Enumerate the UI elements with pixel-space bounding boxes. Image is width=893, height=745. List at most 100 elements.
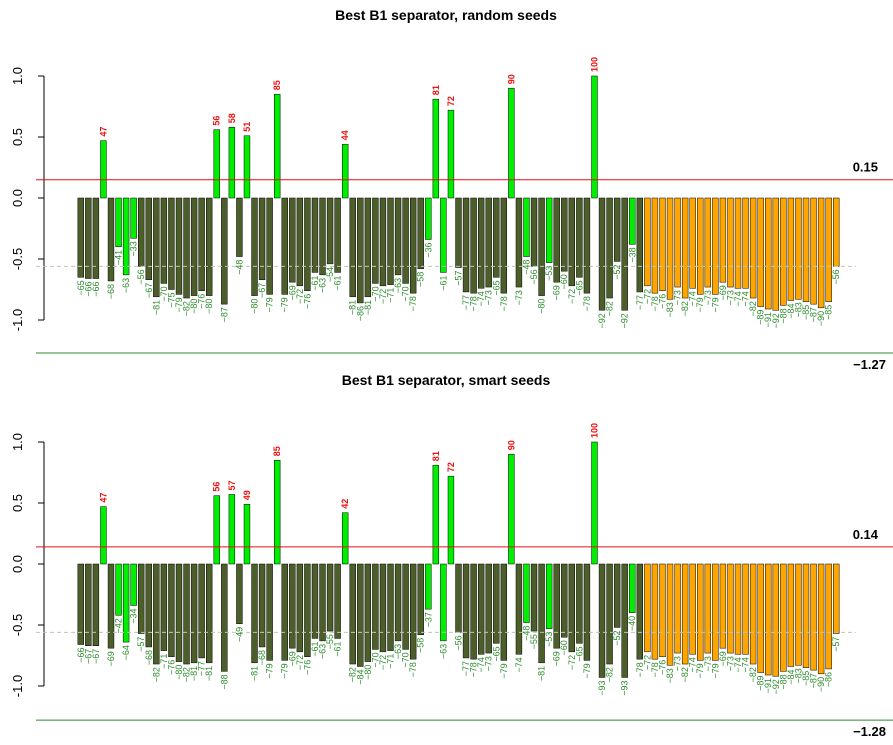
panel-1-bar xyxy=(697,197,704,295)
panel-1-bar xyxy=(115,197,122,248)
panel-1-bar xyxy=(704,197,711,288)
panel-1-bar xyxy=(515,197,523,288)
panel-1-bar-label: −53 xyxy=(544,266,554,281)
panel-2-bar-label: −85 xyxy=(801,671,811,686)
panel-1-bar xyxy=(206,197,213,296)
panel-2-bar xyxy=(523,563,530,623)
panel-1-bar xyxy=(447,109,455,199)
panel-1-bar xyxy=(228,126,236,199)
panel-2-bar xyxy=(417,563,424,636)
panel-1-bar-label: −78 xyxy=(469,296,479,311)
panel-2-bar-label: −74 xyxy=(741,657,751,672)
panel-2-bar xyxy=(470,563,477,660)
panel-1-bar xyxy=(749,197,757,299)
panel-2-bar-label: −61 xyxy=(333,641,343,656)
panel-1-bar xyxy=(138,197,145,267)
panel-1-bar xyxy=(153,197,160,298)
panel-2-bar-label: −82 xyxy=(348,667,358,682)
panel-2-bar xyxy=(833,563,840,634)
panel-2-bar-label: −64 xyxy=(121,645,131,660)
panel-1-bar-label: 58 xyxy=(227,113,237,123)
panel-2-bar xyxy=(296,563,304,653)
panel-2-bar-label: −92 xyxy=(771,679,781,694)
panel-1-bar-label: 90 xyxy=(506,74,516,84)
panel-1-bar xyxy=(402,197,409,284)
panel-2-separator-label: 0.14 xyxy=(853,527,879,542)
panel-1-bar-label: −72 xyxy=(378,289,388,304)
panel-2-bar-label: −82 xyxy=(748,667,758,682)
panel-1-bar-label: −70 xyxy=(370,286,380,301)
panel-2-bar xyxy=(787,563,795,667)
panel-2-bar-label: −42 xyxy=(114,618,124,633)
panel-1-bar xyxy=(190,197,198,296)
panel-1-bar xyxy=(674,197,681,288)
panel-2-bar-label: −93 xyxy=(597,680,607,695)
panel-1-bar-label: −68 xyxy=(106,284,116,299)
panel-1-bar xyxy=(825,197,832,302)
panel-2-bar xyxy=(402,563,409,650)
panel-2-bar-label: −55 xyxy=(325,634,335,649)
panel-2-bar-label: −40 xyxy=(627,616,637,631)
panel-2-bar-label: −79 xyxy=(710,663,720,678)
panel-1-bar-label: −65 xyxy=(574,280,584,295)
panel-2-bar xyxy=(326,563,334,632)
panel-2-bar-label: −74 xyxy=(476,657,486,672)
panel-1-bar-label: 44 xyxy=(340,130,350,140)
panel-1-bar xyxy=(92,197,100,279)
panel-2-bar xyxy=(704,563,711,654)
panel-2-bar-label: −57 xyxy=(831,637,841,652)
panel-2-bar xyxy=(749,563,757,665)
panel-2-bar-label: −72 xyxy=(295,655,305,670)
panel-1-bar-label: −85 xyxy=(801,305,811,320)
panel-1-bar xyxy=(462,197,470,293)
panel-1-bar-label: −76 xyxy=(197,294,207,309)
panel-2-bar-label: 56 xyxy=(212,482,222,492)
panel-2-bar-label: −88 xyxy=(778,674,788,689)
panel-2-bar-label: −63 xyxy=(438,644,448,659)
panel-2-bar xyxy=(236,563,243,625)
panel-1-bar-label: −73 xyxy=(514,290,524,305)
panel-2-bar-label: −37 xyxy=(423,612,433,627)
panel-1-bar-label: −78 xyxy=(582,296,592,311)
panel-2-bar xyxy=(379,563,387,653)
panel-1-bar-label: −57 xyxy=(454,271,464,286)
panel-2-bar xyxy=(598,563,606,678)
panel-1-bar-label: −71 xyxy=(386,288,396,303)
panel-2-bar-label: −74 xyxy=(688,657,698,672)
panel-2-bar-label: −81 xyxy=(204,666,214,681)
panel-1-bar-label: −48 xyxy=(521,260,531,275)
panel-1-bar xyxy=(493,197,500,278)
panel-2-bar xyxy=(462,563,470,659)
panel-1-bar xyxy=(296,197,304,287)
panel-1-bar xyxy=(757,197,764,307)
panel-1-bar-label: −66 xyxy=(91,282,101,297)
panel-1-bar-label: −90 xyxy=(816,311,826,326)
panel-1-bar xyxy=(470,197,477,294)
panel-2-bar xyxy=(606,563,613,665)
panel-1-bar-label: −60 xyxy=(559,274,569,289)
panel-1-bar-label: −82 xyxy=(182,301,192,316)
panel-1-bar xyxy=(712,197,719,295)
panel-2-bar-label: −55 xyxy=(529,634,539,649)
panel-2-bar-label: −52 xyxy=(612,630,622,645)
panel-2-bar xyxy=(138,563,145,634)
panel-1-bar-label: −63 xyxy=(121,278,131,293)
panel-1-bar xyxy=(243,135,251,199)
panel-2-bar-label: −72 xyxy=(567,655,577,670)
panel-1-bar-label: −76 xyxy=(302,294,312,309)
panel-1-bar xyxy=(561,197,568,272)
panel-1-bar-label: −76 xyxy=(657,294,667,309)
panel-1-bar-label: −72 xyxy=(642,289,652,304)
panel-1-bar-label: −84 xyxy=(786,303,796,318)
panel-2-bar xyxy=(251,563,258,664)
panel-1-bar xyxy=(500,197,508,294)
panel-1-bar xyxy=(719,197,727,283)
panel-2-bar xyxy=(168,563,175,657)
panel-2-bar-label: −72 xyxy=(378,655,388,670)
panel-2-bar-label: −79 xyxy=(280,663,290,678)
panel-1-bar-label: −58 xyxy=(416,272,426,287)
panel-2-bar xyxy=(409,563,417,660)
panel-2-bar xyxy=(206,563,213,664)
panel-2-bar xyxy=(825,563,832,670)
panel-1-bar xyxy=(258,197,266,280)
